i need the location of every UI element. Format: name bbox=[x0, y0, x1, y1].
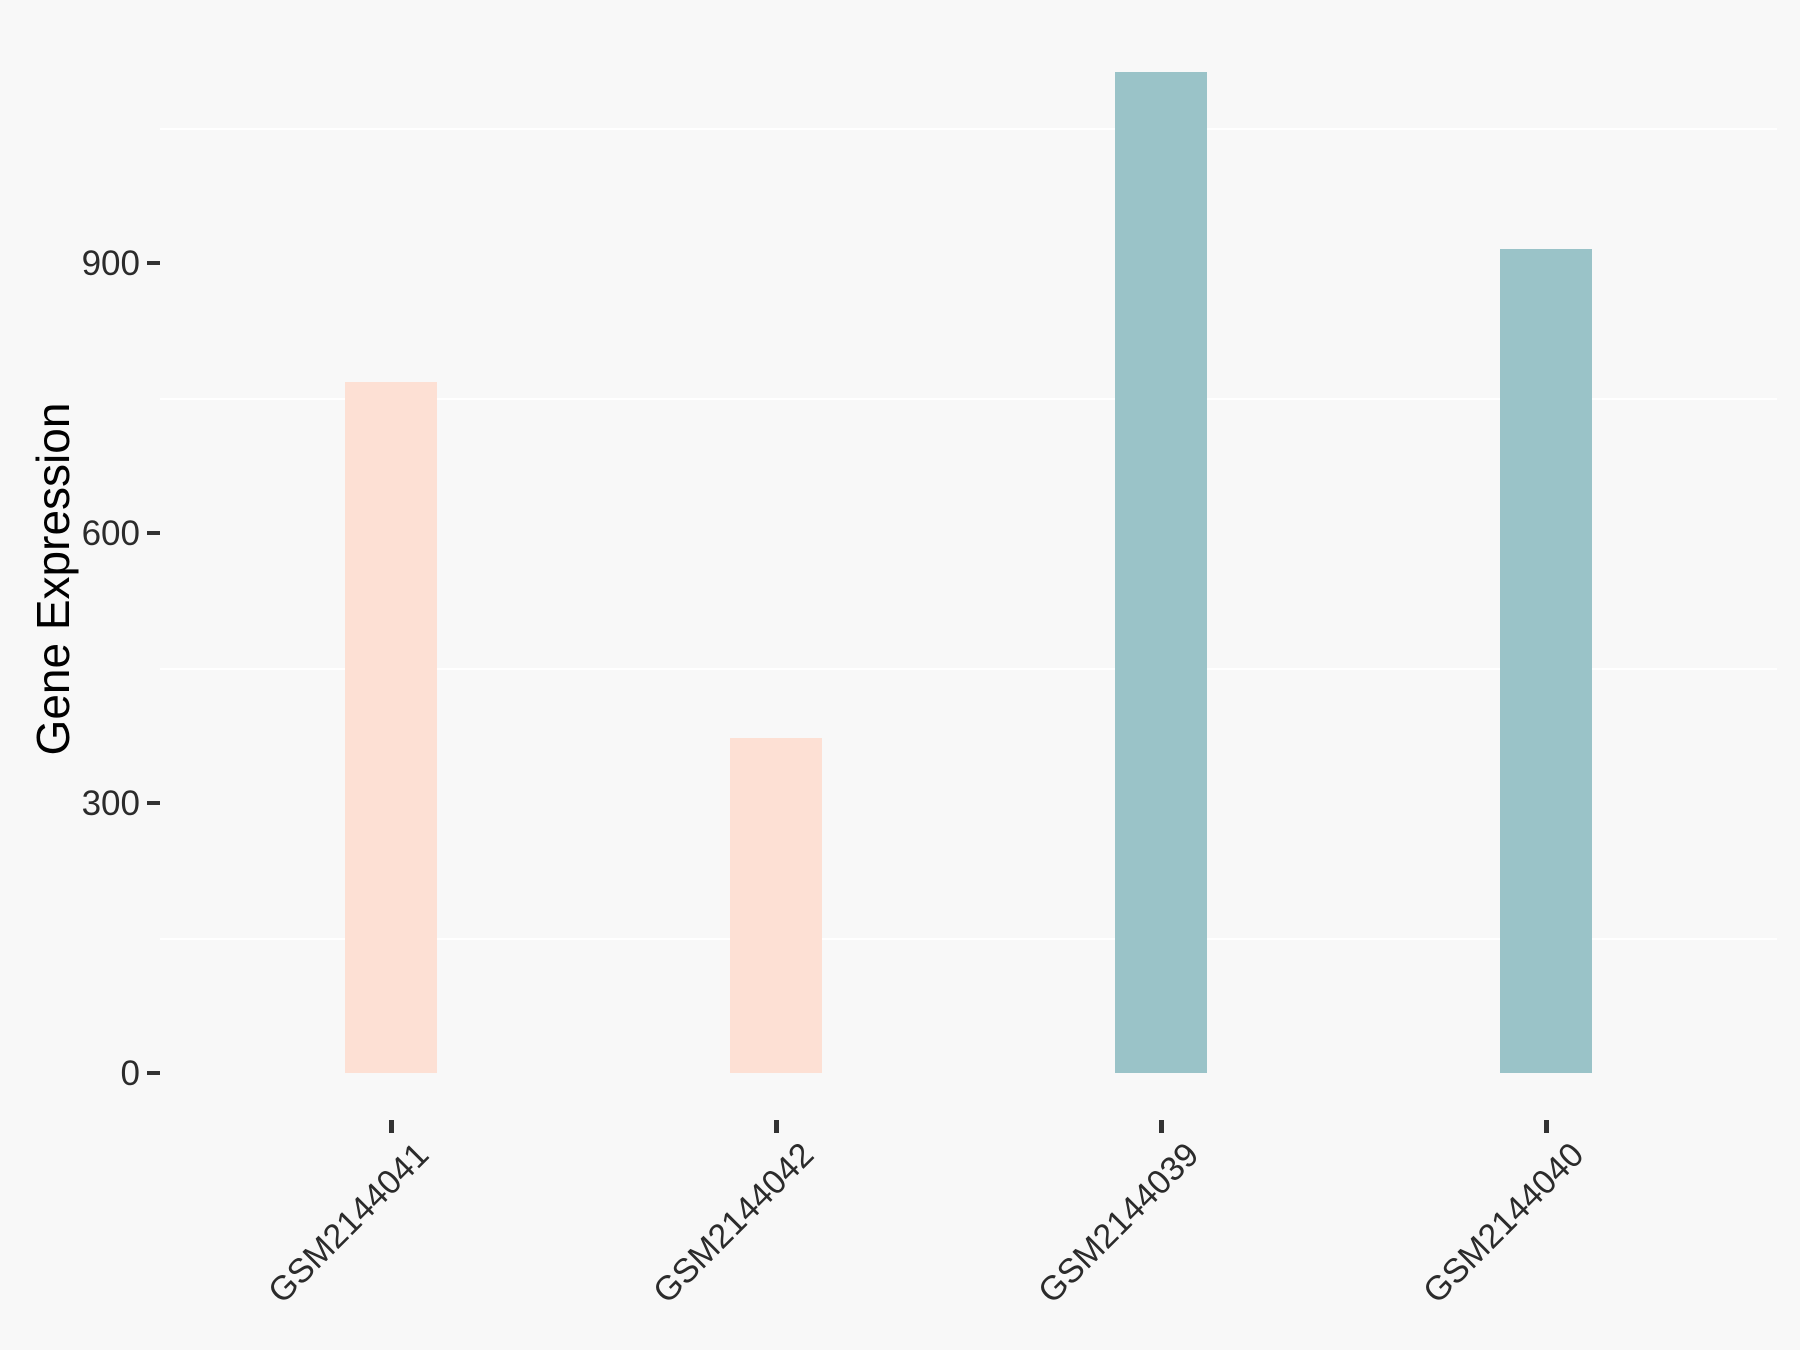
bar-GSM2144042 bbox=[730, 738, 822, 1073]
y-tick-label: 600 bbox=[81, 514, 140, 553]
minor-gridline bbox=[160, 938, 1777, 940]
bar-GSM2144039 bbox=[1115, 72, 1207, 1073]
y-tick-mark bbox=[147, 1071, 160, 1075]
x-tick-label: GSM2144041 bbox=[261, 1135, 437, 1311]
bar-GSM2144041 bbox=[345, 382, 437, 1073]
bar-GSM2144040 bbox=[1500, 249, 1592, 1073]
y-axis-title: Gene Expression bbox=[27, 402, 79, 756]
minor-gridline bbox=[160, 128, 1777, 130]
y-tick-mark bbox=[147, 531, 160, 535]
x-tick-label: GSM2144040 bbox=[1416, 1135, 1592, 1311]
y-tick-mark bbox=[147, 261, 160, 265]
minor-gridline bbox=[160, 398, 1777, 400]
x-tick-label: GSM2144039 bbox=[1031, 1135, 1207, 1311]
x-tick-mark bbox=[389, 1120, 394, 1133]
x-tick-mark bbox=[1159, 1120, 1164, 1133]
y-tick-label: 300 bbox=[81, 784, 140, 823]
y-tick-mark bbox=[147, 801, 160, 805]
x-tick-mark bbox=[1544, 1120, 1549, 1133]
x-tick-label: GSM2144042 bbox=[646, 1135, 822, 1311]
minor-gridline bbox=[160, 668, 1777, 670]
y-tick-label: 900 bbox=[81, 244, 140, 283]
y-tick-label: 0 bbox=[120, 1054, 140, 1093]
x-tick-mark bbox=[774, 1120, 779, 1133]
